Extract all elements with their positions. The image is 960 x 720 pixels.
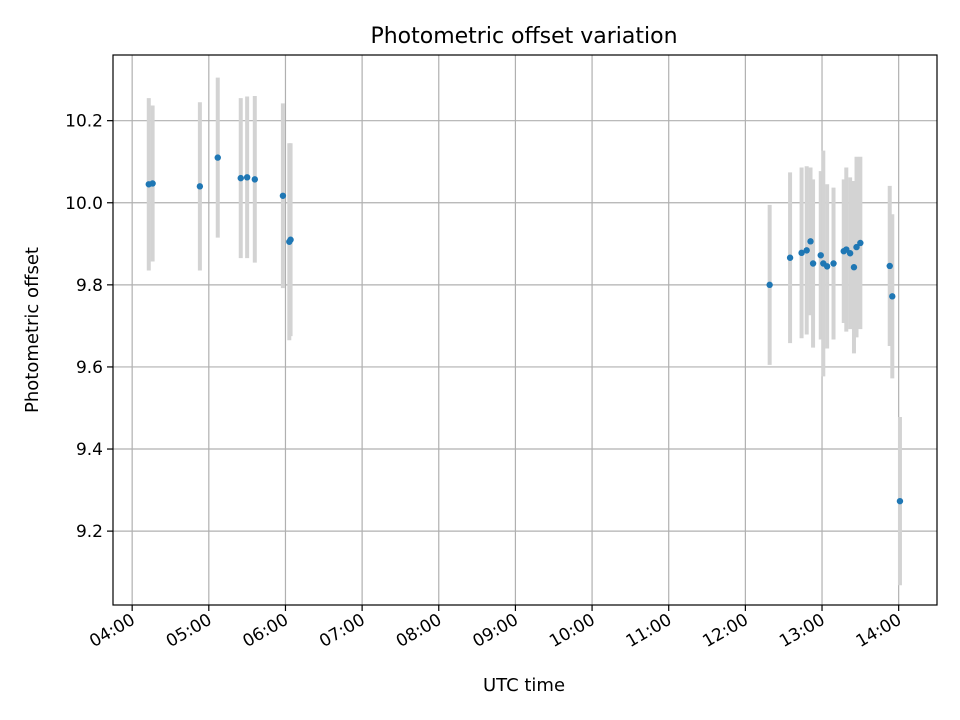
data-point xyxy=(853,243,860,251)
data-point xyxy=(798,249,805,257)
y-tick-label: 9.2 xyxy=(76,522,103,542)
data-point xyxy=(786,254,794,261)
y-tick-label: 10.0 xyxy=(65,194,103,214)
data-point xyxy=(896,497,904,505)
x-tick-label: 09:00 xyxy=(469,610,521,652)
x-tick-label: 12:00 xyxy=(699,610,751,652)
data-point xyxy=(196,183,204,190)
data-point xyxy=(807,238,814,245)
x-tick-label: 04:00 xyxy=(86,610,138,652)
y-tick-label: 10.2 xyxy=(65,112,103,132)
x-tick-label: 11:00 xyxy=(623,610,675,652)
data-point xyxy=(809,260,817,267)
data-point xyxy=(251,176,259,183)
y-tick-label: 9.4 xyxy=(76,440,103,460)
data-point xyxy=(243,174,251,181)
y-tick-label: 9.6 xyxy=(76,358,103,378)
data-point xyxy=(803,247,810,254)
data-point xyxy=(857,239,864,247)
error-bars xyxy=(146,77,902,586)
x-tick-label: 14:00 xyxy=(853,610,905,652)
data-point xyxy=(214,154,221,161)
data-point xyxy=(846,250,854,257)
x-axis-label: UTC time xyxy=(483,675,565,696)
x-tick-label: 06:00 xyxy=(240,610,292,652)
data-point xyxy=(287,236,294,243)
x-tick-label: 05:00 xyxy=(163,610,215,652)
plot-area-frame xyxy=(112,54,938,606)
grid-lines xyxy=(113,55,937,605)
data-point xyxy=(850,264,858,271)
data-point xyxy=(817,252,824,259)
data-point xyxy=(886,262,893,270)
data-points xyxy=(145,154,904,505)
x-tick-label: 08:00 xyxy=(393,610,445,652)
data-point xyxy=(830,260,837,267)
y-axis-label: Photometric offset xyxy=(22,247,43,413)
x-tick-label: 10:00 xyxy=(546,610,598,652)
data-point xyxy=(823,263,831,270)
y-axis-ticks: 9.2 9.4 9.6 9.8 10.0 10.2 xyxy=(65,112,113,542)
data-point xyxy=(149,180,156,187)
y-tick-label: 9.8 xyxy=(76,276,103,296)
data-point xyxy=(237,174,244,182)
x-tick-label: 07:00 xyxy=(316,610,368,652)
x-axis-ticks: 04:00 05:00 06:00 07:00 08:00 09:00 10:00 11:00… xyxy=(86,605,905,652)
data-point xyxy=(889,293,896,300)
data-point xyxy=(279,192,287,199)
x-tick-label: 13:00 xyxy=(776,610,828,652)
chart-title: Photometric offset variation xyxy=(370,24,677,49)
data-point xyxy=(766,281,773,289)
